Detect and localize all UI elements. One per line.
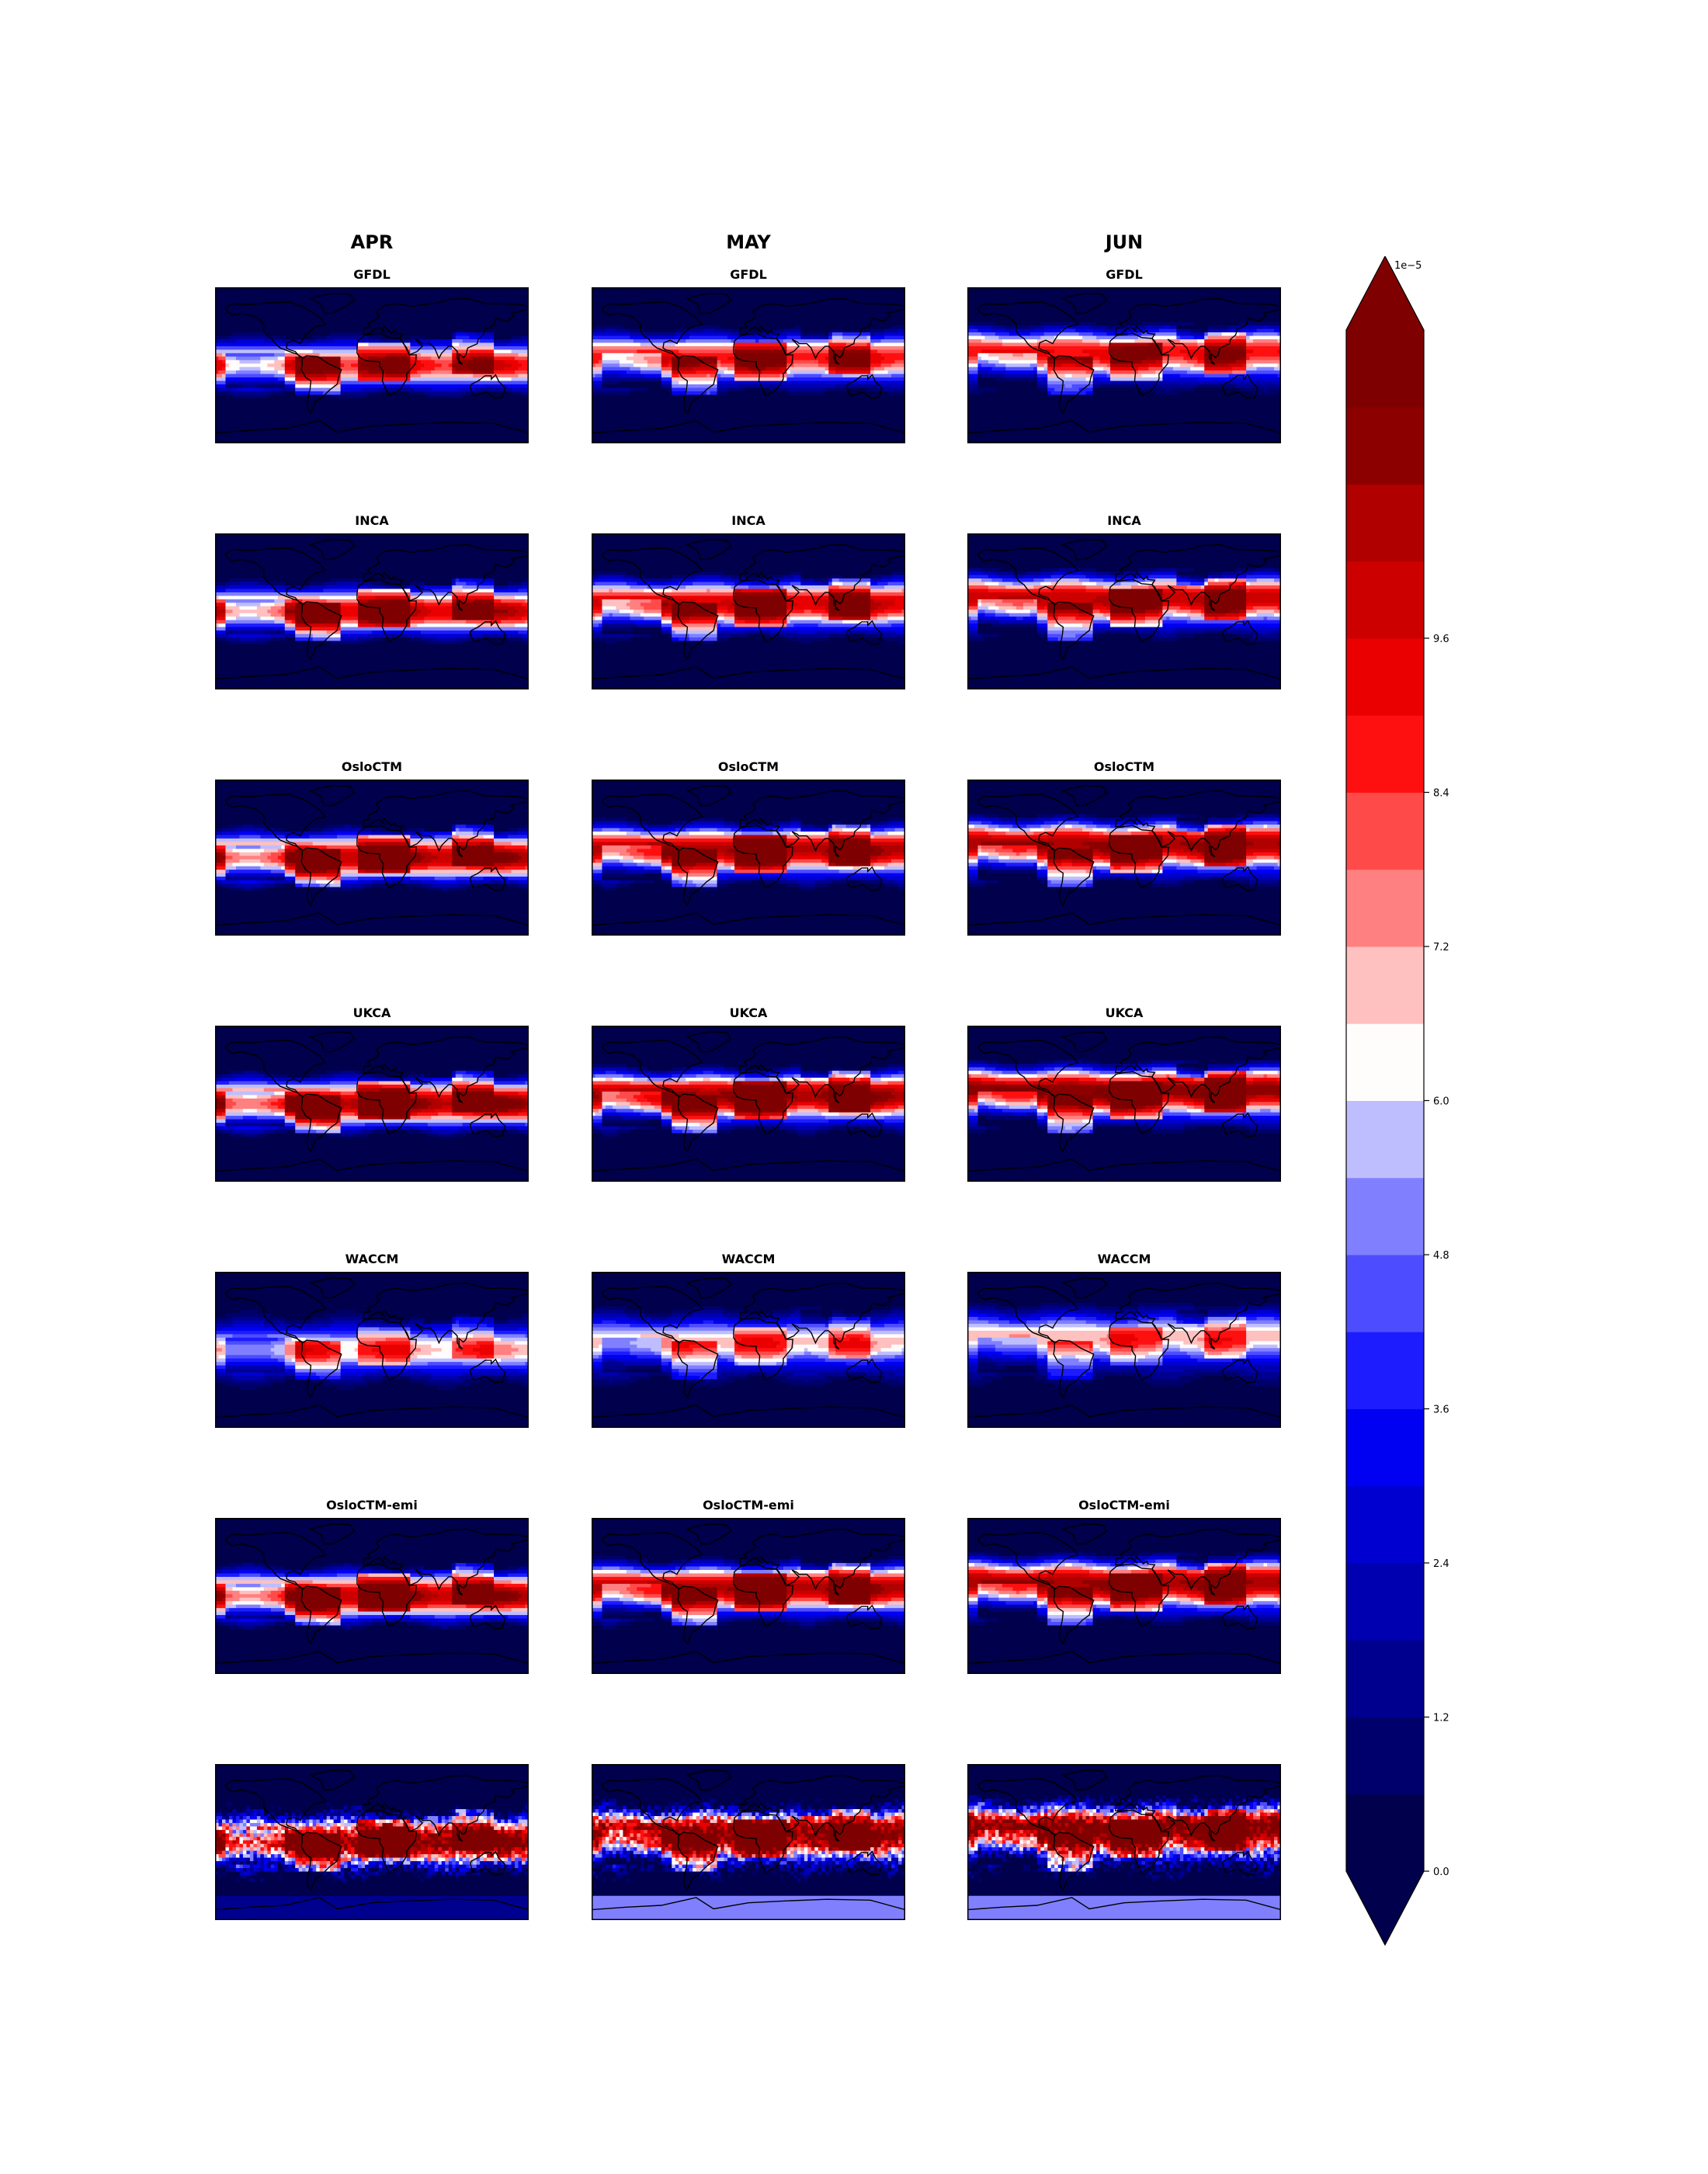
colorbar-tick-label: 8.4 xyxy=(1433,788,1449,800)
colorbar-tick-label: 9.6 xyxy=(1433,634,1449,645)
map-panel xyxy=(215,1272,529,1428)
panel-title: INCA xyxy=(967,513,1281,528)
panel-title: WACCM xyxy=(592,1252,905,1266)
colorbar-level xyxy=(1346,1486,1424,1564)
panel-title: INCA xyxy=(215,513,529,528)
map-panel xyxy=(592,287,905,443)
colorbar-level xyxy=(1346,1794,1424,1872)
colorbar: 0.0 1.2 2.4 3.6 4.8 6.0 7.2 8.4 9.6 1e−5 xyxy=(1343,256,1452,1995)
map-panel xyxy=(215,1518,529,1674)
colorbar-level xyxy=(1346,1409,1424,1487)
colorbar-tick-label: 2.4 xyxy=(1433,1558,1449,1570)
panel-title: WACCM xyxy=(215,1252,529,1266)
panel-title: OsloCTM-emi xyxy=(967,1498,1281,1512)
map-panel xyxy=(592,533,905,689)
panel-title: OsloCTM xyxy=(592,759,905,774)
colorbar-level xyxy=(1346,330,1424,408)
colorbar-tick-label: 0.0 xyxy=(1433,1867,1449,1878)
map-panel xyxy=(967,1272,1281,1428)
map-panel xyxy=(592,1518,905,1674)
map-panel xyxy=(215,533,529,689)
map-panel xyxy=(592,1272,905,1428)
colorbar-multiplier: 1e−5 xyxy=(1394,260,1422,272)
map-panel xyxy=(215,287,529,443)
panel-title: GFDL xyxy=(592,267,905,282)
map-panel xyxy=(967,1026,1281,1182)
colorbar-level xyxy=(1346,870,1424,947)
column-title-jun: JUN xyxy=(967,231,1281,253)
panel-title: INCA xyxy=(592,513,905,528)
colorbar-tick-label: 1.2 xyxy=(1433,1713,1449,1724)
colorbar-level xyxy=(1346,561,1424,639)
panel-title: UKCA xyxy=(592,1005,905,1020)
colorbar-level xyxy=(1346,946,1424,1024)
colorbar-level xyxy=(1346,484,1424,562)
colorbar-tick-label: 7.2 xyxy=(1433,942,1449,953)
colorbar-level xyxy=(1346,1023,1424,1101)
colorbar-level xyxy=(1346,1640,1424,1717)
colorbar-level xyxy=(1346,1178,1424,1255)
panel-title: OsloCTM-emi xyxy=(215,1498,529,1512)
panel-title: GFDL xyxy=(967,267,1281,282)
map-panel xyxy=(215,1764,529,1920)
map-panel xyxy=(967,780,1281,936)
colorbar-tick-label: 4.8 xyxy=(1433,1250,1449,1262)
panel-title: OsloCTM-emi xyxy=(592,1498,905,1512)
colorbar-tick-label: 3.6 xyxy=(1433,1405,1449,1416)
map-panel xyxy=(967,1764,1281,1920)
colorbar-level xyxy=(1346,1717,1424,1795)
colorbar-level xyxy=(1346,407,1424,484)
panel-title: GFDL xyxy=(215,267,529,282)
panel-title: WACCM xyxy=(967,1252,1281,1266)
panel-title: UKCA xyxy=(215,1005,529,1020)
colorbar-level xyxy=(1346,1101,1424,1179)
map-panel xyxy=(592,1764,905,1920)
colorbar-level xyxy=(1346,715,1424,793)
colorbar-level xyxy=(1346,793,1424,870)
column-title-apr: APR xyxy=(215,231,529,253)
map-panel xyxy=(592,1026,905,1182)
map-panel xyxy=(967,1518,1281,1674)
colorbar-level xyxy=(1346,638,1424,716)
panel-title: OsloCTM xyxy=(967,759,1281,774)
column-title-may: MAY xyxy=(592,231,905,253)
map-panel xyxy=(215,1026,529,1182)
colorbar-level xyxy=(1346,1332,1424,1409)
colorbar-extend-min xyxy=(1346,1871,1424,1945)
colorbar-level xyxy=(1346,1255,1424,1332)
panel-title: UKCA xyxy=(967,1005,1281,1020)
colorbar-level xyxy=(1346,1563,1424,1641)
map-panel xyxy=(215,780,529,936)
map-panel xyxy=(592,780,905,936)
map-panel xyxy=(967,533,1281,689)
colorbar-tick-label: 6.0 xyxy=(1433,1096,1449,1108)
panel-title: OsloCTM xyxy=(215,759,529,774)
map-panel xyxy=(967,287,1281,443)
